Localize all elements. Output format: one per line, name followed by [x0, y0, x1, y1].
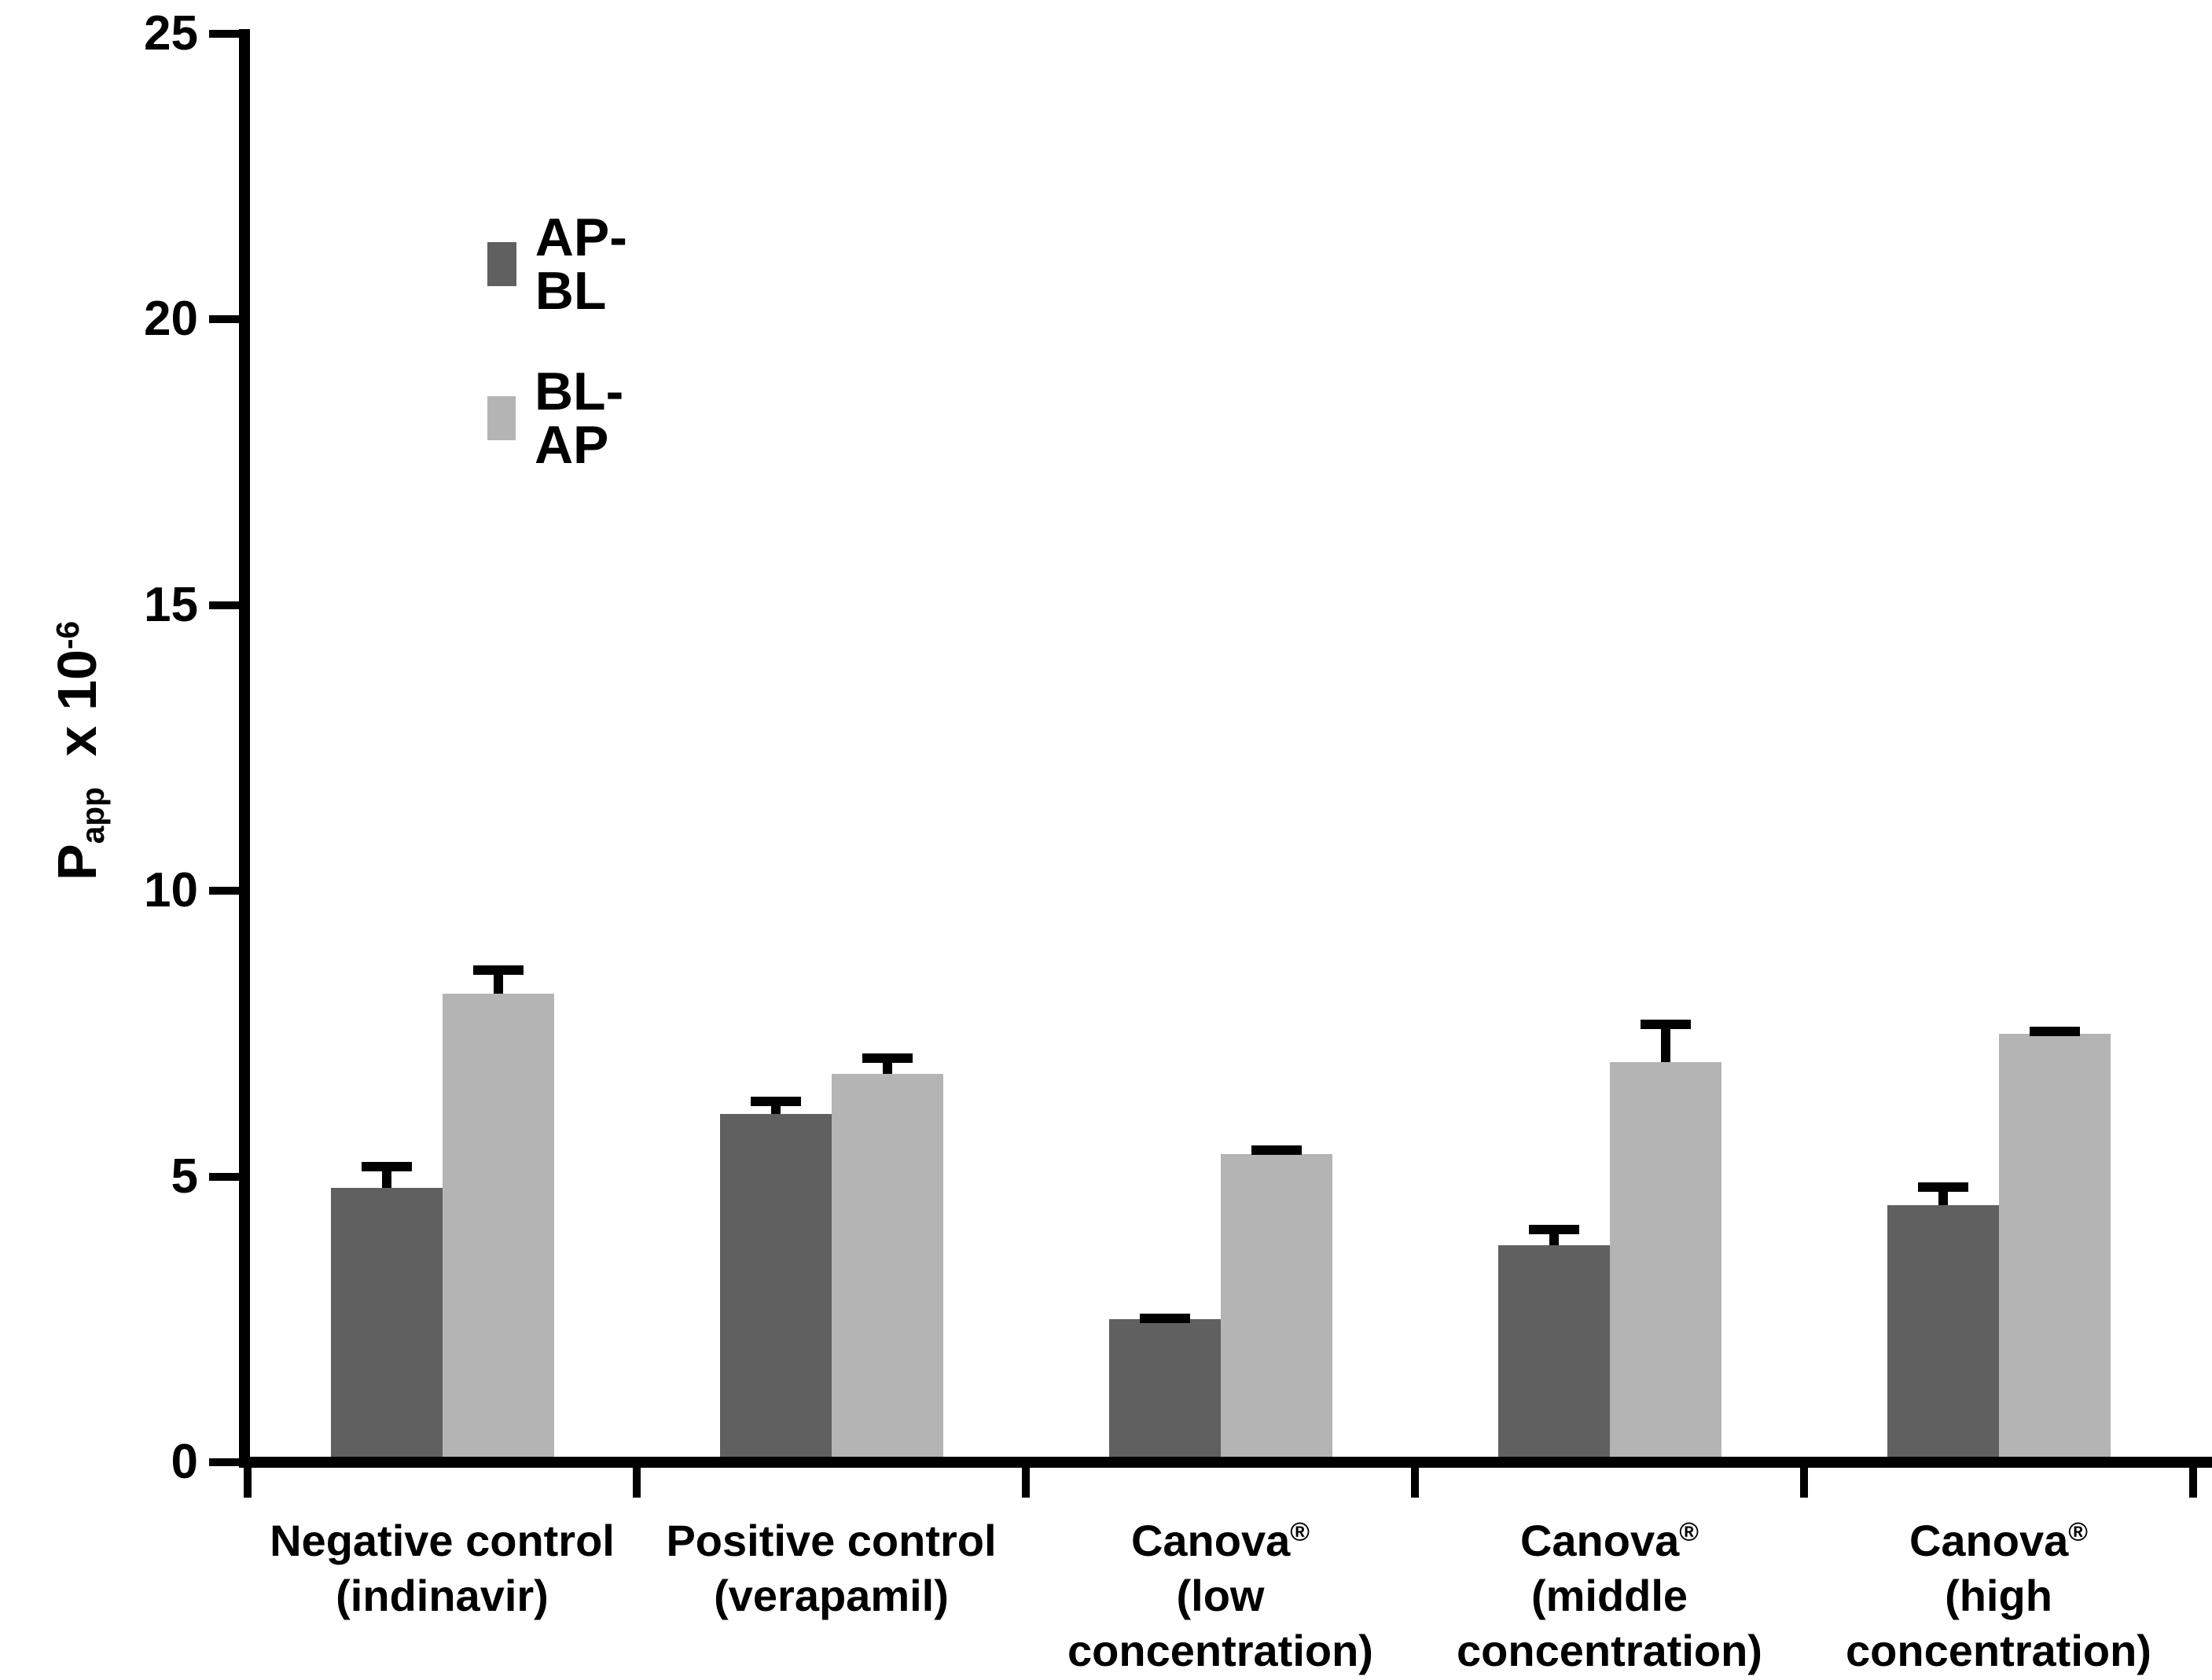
x-category-label-3: Canova® (middle concentration)	[1415, 1513, 1804, 1678]
x-category-label-0-line1: (indinavir)	[336, 1571, 549, 1620]
bar-ap-bl-cat1	[719, 1113, 832, 1457]
x-category-label-2-line0: Canova®	[1130, 1516, 1310, 1565]
error-cap-ap-bl-cat0	[361, 1162, 412, 1172]
bar-ap-bl-cat4	[1887, 1204, 1999, 1457]
x-category-label-2: Canova® (low concentration)	[1026, 1513, 1415, 1678]
y-axis-tick-label-0: 0	[171, 1435, 198, 1489]
x-category-label-4-line2: concentration)	[1846, 1626, 2151, 1675]
bar-bl-ap-cat1	[831, 1073, 943, 1457]
bar-ap-bl-cat0	[330, 1188, 443, 1457]
error-cap-ap-bl-cat3	[1528, 1225, 1579, 1235]
x-category-label-2-line2: concentration)	[1067, 1626, 1373, 1675]
bar-bl-ap-cat4	[1998, 1033, 2111, 1457]
x-category-label-3-line0: Canova®	[1519, 1516, 1699, 1565]
x-category-label-0: Negative control (indinavir)	[248, 1513, 637, 1623]
x-axis-tick-0	[244, 1468, 252, 1498]
error-cap-bl-ap-cat2	[1251, 1145, 1302, 1155]
y-axis-tick-label-20: 20	[144, 292, 198, 347]
bar-bl-ap-cat2	[1220, 1153, 1332, 1457]
error-cap-ap-bl-cat1	[750, 1096, 801, 1106]
legend-label-bl-ap: BL-AP	[534, 362, 624, 475]
error-whisker-bl-ap-cat3	[1660, 1019, 1670, 1063]
bar-bl-ap-cat0	[442, 994, 554, 1457]
x-category-label-3-line2: concentration)	[1457, 1626, 1762, 1675]
y-axis-tick-label-10: 10	[144, 863, 198, 918]
registered-trademark-symbol: ®	[2068, 1517, 2089, 1547]
x-category-label-1: Positive control (verapamil)	[637, 1513, 1026, 1623]
y-axis-tick-label-5: 5	[171, 1149, 198, 1204]
legend-swatch-bl-ap	[487, 396, 516, 440]
error-cap-bl-ap-cat4	[2029, 1027, 2080, 1037]
x-category-label-1-line1: (verapamil)	[714, 1571, 949, 1620]
x-category-label-4-line0: Canova®	[1909, 1516, 2089, 1565]
error-cap-bl-ap-cat1	[862, 1053, 913, 1064]
x-category-label-4: Canova® (high concentration)	[1804, 1513, 2193, 1678]
y-axis-title: Papp x 10-6	[46, 397, 112, 1105]
x-axis-line	[239, 1457, 2212, 1468]
y-axis-title-base: P	[46, 844, 108, 881]
x-category-label-3-line1: (middle	[1530, 1571, 1688, 1620]
legend-item-ap-bl: AP-BL	[487, 211, 642, 318]
error-cap-bl-ap-cat0	[472, 965, 524, 975]
bar-ap-bl-cat3	[1497, 1244, 1610, 1457]
x-category-label-1-line0: Positive control	[666, 1516, 997, 1565]
y-axis-tick-label-25: 25	[144, 6, 198, 61]
x-axis-tick-3	[1411, 1468, 1419, 1498]
x-axis-tick-4	[1800, 1468, 1808, 1498]
y-axis-tick-5	[209, 1172, 239, 1181]
y-axis-tick-20	[209, 315, 239, 324]
x-axis-tick-5	[2189, 1468, 2197, 1498]
bar-bl-ap-cat3	[1609, 1062, 1721, 1457]
y-axis-title-mul: x 10	[46, 649, 108, 788]
y-axis-tick-label-15: 15	[144, 577, 198, 632]
x-category-label-2-line1: (low	[1176, 1571, 1265, 1620]
legend-swatch-ap-bl	[487, 242, 516, 286]
y-axis-tick-0	[209, 1458, 239, 1466]
x-axis-tick-1	[633, 1468, 641, 1498]
y-axis-line	[239, 29, 250, 1468]
y-axis-title-sub: app	[75, 787, 112, 844]
y-axis-title-sup: -6	[49, 620, 86, 650]
y-axis-tick-15	[209, 601, 239, 609]
x-axis-tick-2	[1022, 1468, 1030, 1498]
bar-ap-bl-cat2	[1108, 1319, 1221, 1457]
registered-trademark-symbol: ®	[1290, 1517, 1310, 1547]
y-axis-tick-25	[209, 30, 239, 38]
y-axis-tick-10	[209, 887, 239, 895]
x-category-label-0-line0: Negative control	[270, 1516, 615, 1565]
error-cap-bl-ap-cat3	[1640, 1019, 1691, 1029]
error-cap-ap-bl-cat4	[1917, 1182, 1968, 1192]
error-cap-ap-bl-cat2	[1139, 1314, 1190, 1324]
x-category-label-4-line1: (high	[1945, 1571, 2052, 1620]
registered-trademark-symbol: ®	[1679, 1517, 1699, 1547]
legend-label-ap-bl: AP-BL	[535, 208, 627, 321]
legend-item-bl-ap: BL-AP	[487, 365, 639, 472]
